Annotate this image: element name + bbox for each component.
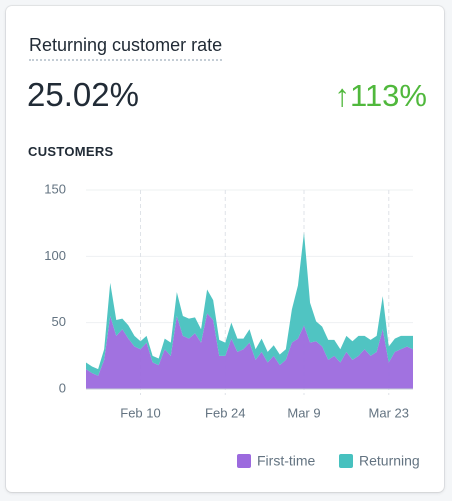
legend-swatch — [339, 454, 353, 468]
x-tick-label: Feb 10 — [120, 405, 160, 420]
x-tick-label: Mar 9 — [287, 405, 320, 420]
y-tick-label: 50 — [52, 314, 66, 329]
area-1 — [86, 232, 413, 376]
y-tick-label: 100 — [44, 248, 66, 263]
y-tick-label: 150 — [44, 181, 66, 196]
metric-value: 25.02% — [27, 76, 139, 113]
legend-label: First-time — [257, 453, 316, 469]
legend-label: Returning — [359, 453, 420, 469]
legend-swatch — [237, 454, 251, 468]
card: Returning customer rate 25.02% ↑113% CUS… — [6, 6, 444, 492]
y-tick-label: 0 — [59, 380, 66, 395]
x-tick-label: Mar 23 — [369, 405, 409, 420]
metric-change: ↑113% — [334, 78, 428, 113]
x-tick-label: Feb 24 — [205, 405, 245, 420]
area-0 — [86, 313, 413, 389]
chart-title: CUSTOMERS — [28, 144, 114, 159]
card-title: Returning customer rate — [29, 35, 223, 61]
